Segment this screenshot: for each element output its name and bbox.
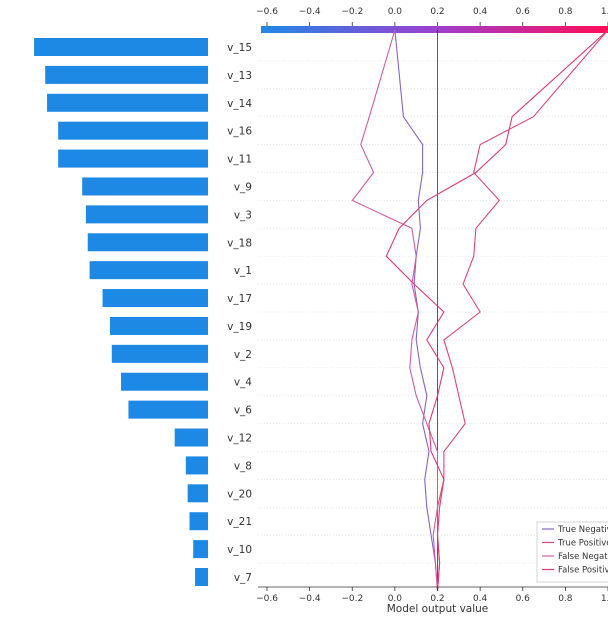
series-line: [351, 29, 439, 591]
x-axis-title: Model output value: [387, 603, 489, 615]
importance-bar: [58, 149, 209, 168]
feature-label: v_18: [227, 237, 252, 249]
importance-bar: [121, 372, 208, 391]
importance-bar: [174, 428, 208, 447]
bottom-tick-label: 0.8: [558, 594, 573, 604]
bottom-tick-label: 0.6: [516, 594, 531, 604]
importance-bar: [187, 484, 208, 503]
importance-bar: [195, 568, 208, 586]
legend-label: False Positive: [558, 566, 608, 576]
legend: True Negative True Positive False Negative…: [536, 521, 608, 583]
importance-bar: [128, 400, 208, 419]
importance-bar: [87, 233, 208, 252]
importance-bar: [109, 316, 208, 335]
top-tick-label: 0.8: [558, 7, 573, 17]
bottom-tick-label: −0.2: [341, 594, 363, 604]
feature-label: v_6: [234, 405, 252, 417]
top-axis-ticks: −0.6 −0.4 −0.2 0.0 0.2 0.4 0.6 0.8 1.0: [256, 7, 608, 26]
importance-bar: [47, 93, 208, 112]
top-tick-label: −0.2: [341, 7, 363, 17]
importance-bar: [189, 512, 208, 531]
feature-label: v_19: [227, 321, 252, 333]
feature-label: v_4: [234, 377, 252, 389]
feature-label: v_8: [234, 460, 252, 472]
importance-bar: [185, 456, 208, 475]
row-gridlines: [258, 60, 608, 564]
feature-label: v_10: [227, 544, 252, 556]
importance-bar: [193, 540, 208, 559]
series-line: [436, 29, 608, 591]
feature-label: v_3: [234, 209, 252, 221]
top-tick-label: 0.6: [516, 7, 531, 17]
top-tick-label: −0.4: [299, 7, 321, 17]
importance-bar: [85, 205, 208, 224]
colorbar: [261, 26, 608, 33]
feature-label: v_17: [227, 293, 252, 305]
feature-label: v_1: [234, 265, 252, 277]
feature-label: v_21: [227, 516, 252, 528]
importance-bars: [34, 38, 209, 586]
series-line: [394, 29, 439, 591]
top-tick-label: 0.2: [430, 7, 444, 17]
bottom-tick-label: −0.4: [299, 594, 321, 604]
feature-label: v_7: [234, 572, 252, 584]
feature-labels: v_15 v_13 v_14 v_16 v_11 v_9 v_3 v_18 v_1 v_17 v_1…: [227, 42, 252, 584]
series-lines: [351, 29, 608, 591]
importance-bar: [45, 65, 209, 84]
importance-bar: [58, 121, 209, 140]
bottom-tick-label: 1.0: [601, 594, 608, 604]
bottom-tick-label: 0.0: [388, 594, 403, 604]
legend-label: True Positive: [557, 539, 608, 549]
importance-bar: [34, 38, 208, 56]
importance-bar: [89, 261, 208, 280]
top-tick-label: 0.4: [473, 7, 488, 17]
importance-bar: [102, 289, 208, 308]
bottom-tick-label: 0.4: [473, 594, 488, 604]
feature-label: v_15: [227, 42, 252, 54]
series-line: [385, 29, 608, 591]
feature-label: v_11: [227, 154, 252, 166]
top-tick-label: −0.6: [256, 7, 278, 17]
top-tick-label: 0.0: [388, 7, 403, 17]
importance-bar: [82, 177, 208, 196]
feature-label: v_16: [227, 126, 252, 138]
feature-label: v_12: [227, 433, 252, 445]
bottom-axis-ticks: −0.6 −0.4 −0.2 0.0 0.2 0.4 0.6 0.8 1.0: [256, 587, 608, 604]
bottom-tick-label: −0.6: [256, 594, 278, 604]
feature-label: v_9: [234, 181, 252, 193]
feature-label: v_20: [227, 488, 252, 500]
top-tick-label: 1.0: [601, 7, 608, 17]
feature-label: v_2: [234, 349, 252, 361]
feature-label: v_13: [227, 70, 252, 82]
legend-label: False Negative: [558, 552, 608, 562]
bottom-tick-label: 0.2: [430, 594, 444, 604]
importance-bar: [111, 344, 208, 363]
legend-frame: [536, 521, 608, 583]
legend-label: True Negative: [557, 525, 608, 535]
feature-label: v_14: [227, 98, 252, 110]
